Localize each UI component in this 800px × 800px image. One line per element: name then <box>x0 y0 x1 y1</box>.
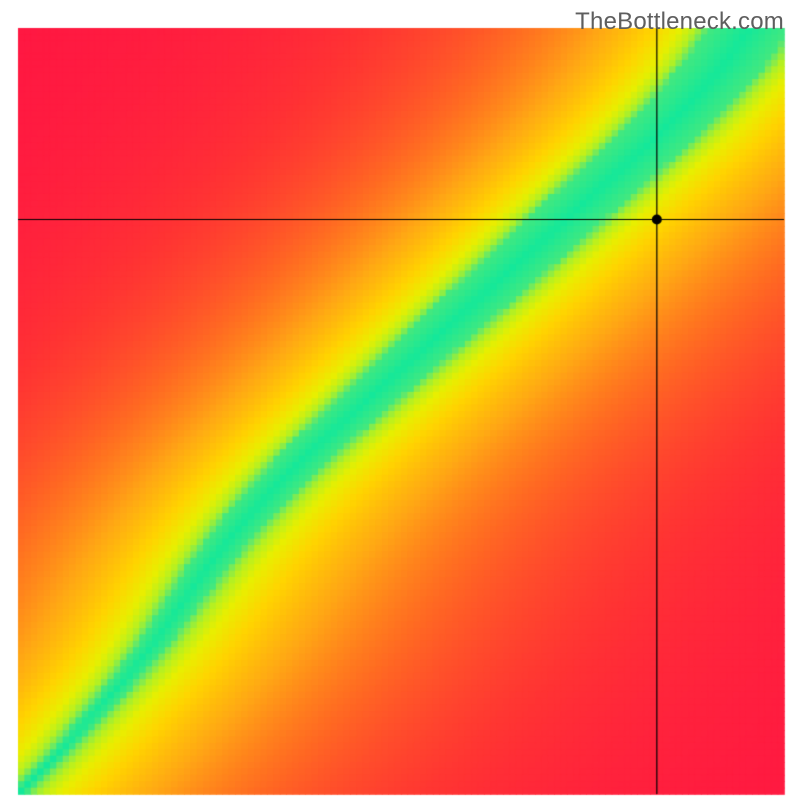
bottleneck-heatmap <box>0 0 800 800</box>
chart-container: TheBottleneck.com <box>0 0 800 800</box>
watermark-text: TheBottleneck.com <box>575 8 784 36</box>
